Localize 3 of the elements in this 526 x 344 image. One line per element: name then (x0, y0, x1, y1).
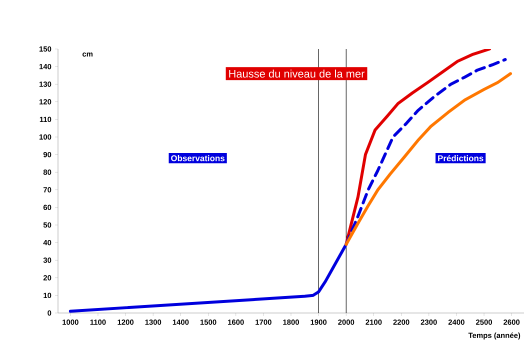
annotation: Observations (171, 155, 225, 162)
text: Hausse du niveau de la mer (229, 70, 365, 78)
annotation: Prédictions (438, 154, 484, 162)
